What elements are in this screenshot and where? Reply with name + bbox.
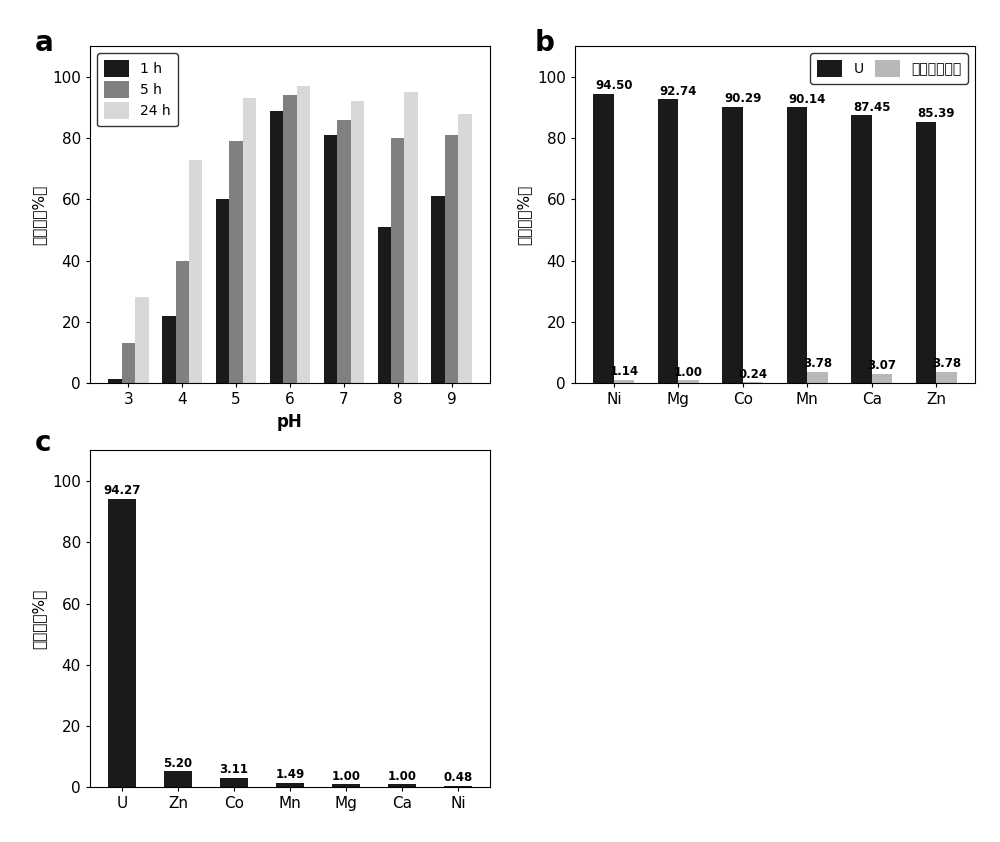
Bar [378,227,391,383]
Legend: 1 h, 5 h, 24 h: 1 h, 5 h, 24 h [97,53,178,126]
Bar [445,135,458,383]
Text: b: b [535,29,555,57]
Text: 92.74: 92.74 [660,85,697,98]
Bar [283,95,297,383]
Text: 3.78: 3.78 [803,357,832,370]
Y-axis label: 去除率（%）: 去除率（%） [32,184,47,245]
Bar [332,784,360,787]
Text: 0.24: 0.24 [739,368,768,381]
Text: 1.00: 1.00 [387,770,416,783]
Text: 3.78: 3.78 [932,357,961,370]
Bar [658,99,678,383]
Text: 3.07: 3.07 [868,360,897,372]
Bar [431,196,445,383]
Bar [391,138,404,383]
Bar [678,380,699,383]
Bar [351,101,364,383]
Text: 5.20: 5.20 [164,757,193,770]
Bar [936,371,957,383]
Bar [220,778,248,787]
Text: 1.00: 1.00 [331,770,360,783]
Bar [851,115,872,383]
Bar [787,107,807,383]
Bar [276,783,304,787]
Bar [216,200,229,383]
Bar [164,771,192,787]
Text: 90.29: 90.29 [724,92,762,105]
Bar [189,160,202,383]
Text: a: a [35,29,54,57]
Bar [722,107,743,383]
Bar [388,784,416,787]
Bar [135,297,149,383]
Text: 3.11: 3.11 [220,763,249,776]
Bar [444,786,472,787]
Legend: U, 其他金属离子: U, 其他金属离子 [810,53,968,84]
Bar [916,121,936,383]
Bar [807,371,828,383]
Bar [229,141,243,383]
Bar [614,380,634,383]
Text: 1.49: 1.49 [275,768,305,781]
Bar [324,135,337,383]
X-axis label: pH: pH [277,413,303,431]
Bar [404,93,418,383]
Bar [872,374,892,383]
Bar [176,261,189,383]
Bar [108,498,136,787]
Bar [243,99,256,383]
Bar [458,114,472,383]
Bar [122,344,135,383]
Bar [297,86,310,383]
Text: 94.50: 94.50 [595,79,633,93]
Y-axis label: 去除率（%）: 去除率（%） [32,589,47,649]
Y-axis label: 去除率（%）: 去除率（%） [517,184,532,245]
Bar [337,120,351,383]
Text: 1.00: 1.00 [674,365,703,379]
Bar [108,379,122,383]
Text: 94.27: 94.27 [103,484,141,497]
Text: 85.39: 85.39 [918,107,955,120]
Text: 1.14: 1.14 [610,365,639,378]
Text: 0.48: 0.48 [443,771,472,784]
Text: c: c [35,429,52,457]
Text: 87.45: 87.45 [853,101,891,114]
Text: 90.14: 90.14 [789,93,826,105]
Bar [270,110,283,383]
Bar [162,316,176,383]
Bar [593,93,614,383]
